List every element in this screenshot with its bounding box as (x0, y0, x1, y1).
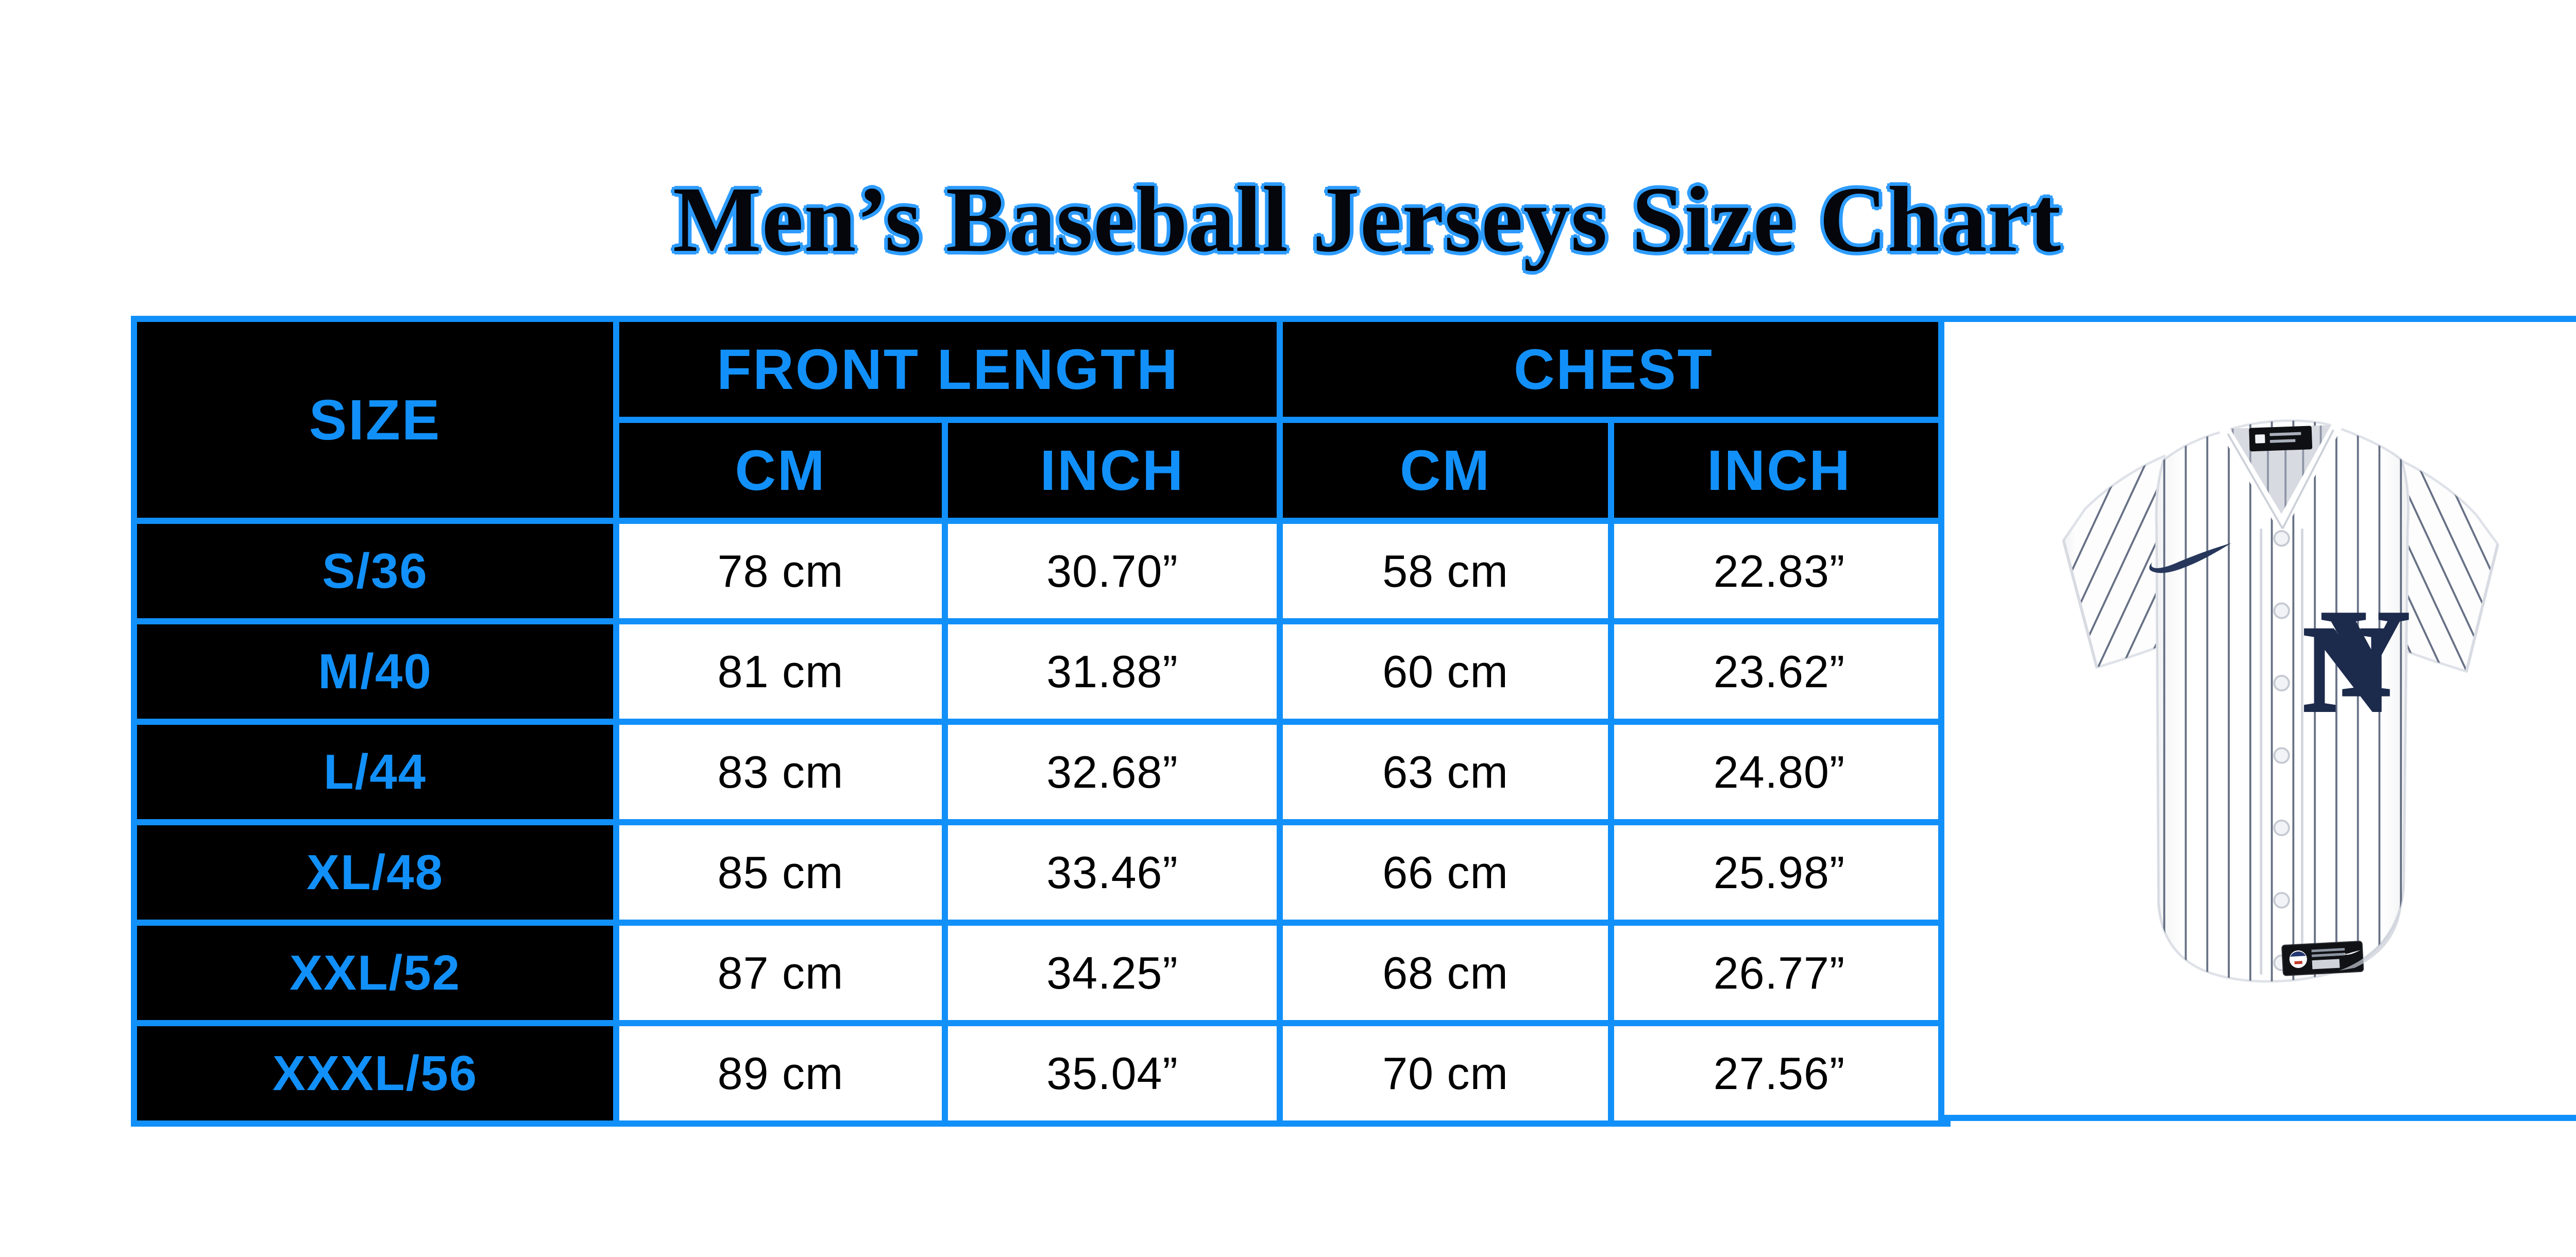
chest-cm-cell: 63 cm (1277, 719, 1615, 825)
chest-cm-cell: 68 cm (1277, 920, 1615, 1026)
chest-cm-cell: 60 cm (1277, 618, 1615, 725)
page-title: Men’s Baseball Jerseys Size Chart (672, 167, 2062, 271)
chest-cm-cell: 70 cm (1277, 1020, 1615, 1127)
front-cm-cell: 87 cm (613, 920, 948, 1026)
col-header-chest-cm: CM (1277, 417, 1615, 524)
size-cell: M/40 (131, 618, 619, 725)
size-cell: XXL/52 (131, 920, 619, 1026)
front-inch-cell: 33.46” (941, 819, 1283, 926)
front-inch-cell: 31.88” (941, 618, 1283, 725)
front-cm-cell: 78 cm (613, 518, 948, 624)
table-row: L/44 83 cm 32.68” 63 cm 24.80” (131, 719, 1951, 825)
jersey-left-sleeve (2061, 454, 2173, 669)
col-group-front-length: FRONT LENGTH (613, 316, 1283, 423)
jersey-panel: N Y (1938, 316, 2576, 1121)
collar-tag (2248, 426, 2312, 452)
pinstripes (2156, 420, 2409, 982)
table-row: XXXL/56 89 cm 35.04” 70 cm 27.56” (131, 1020, 1951, 1127)
col-group-chest: CHEST (1277, 316, 1951, 423)
chest-cm-cell: 58 cm (1277, 518, 1615, 624)
size-cell: L/44 (131, 719, 619, 825)
nike-swoosh-icon (2149, 543, 2231, 573)
col-header-front-cm: CM (613, 417, 948, 524)
header-group-row: SIZE FRONT LENGTH CHEST (131, 316, 1951, 524)
table-row: S/36 78 cm 30.70” 58 cm 22.83” (131, 518, 1951, 624)
ny-logo-y: Y (2320, 585, 2410, 722)
front-inch-cell: 30.70” (941, 518, 1283, 624)
chest-inch-cell: 27.56” (1608, 1020, 1951, 1127)
front-cm-cell: 83 cm (613, 719, 948, 825)
table-row: M/40 81 cm 31.88” 60 cm 23.62” (131, 618, 1951, 725)
header-sub-row: CM INCH CM INCH (134, 417, 1951, 524)
ny-logo: N Y (2301, 584, 2411, 739)
front-inch-cell: 35.04” (941, 1020, 1283, 1127)
jersey-torso (2155, 419, 2410, 983)
col-header-front-inch: INCH (941, 417, 1283, 524)
mlb-jock-tag (2281, 941, 2364, 976)
front-inch-cell: 34.25” (941, 920, 1283, 1026)
hem-shadow (2339, 902, 2402, 971)
size-cell: XL/48 (131, 819, 619, 926)
table-row: XL/48 85 cm 33.46” 66 cm 25.98” (131, 819, 1951, 926)
front-cm-cell: 81 cm (613, 618, 948, 725)
front-cm-cell: 85 cm (613, 819, 948, 926)
size-table: SIZE FRONT LENGTH CHEST CM INCH CM INCH … (131, 316, 1951, 1127)
col-header-chest-inch: INCH (1608, 417, 1951, 524)
yankees-jersey-image: N Y (2061, 419, 2499, 983)
ny-logo-n: N (2303, 601, 2392, 737)
chest-inch-cell: 23.62” (1608, 618, 1951, 725)
chest-cm-cell: 66 cm (1277, 819, 1615, 926)
table-row: XXL/52 87 cm 34.25” 68 cm 26.77” (131, 920, 1951, 1026)
front-inch-cell: 32.68” (941, 719, 1283, 825)
col-header-size: SIZE (131, 316, 619, 524)
chest-inch-cell: 26.77” (1608, 920, 1951, 1026)
chest-inch-cell: 22.83” (1608, 518, 1951, 624)
front-cm-cell: 89 cm (613, 1020, 948, 1127)
size-cell: XXXL/56 (131, 1020, 619, 1127)
chest-inch-cell: 24.80” (1608, 719, 1951, 825)
size-cell: S/36 (131, 518, 619, 624)
chest-inch-cell: 25.98” (1608, 819, 1951, 926)
